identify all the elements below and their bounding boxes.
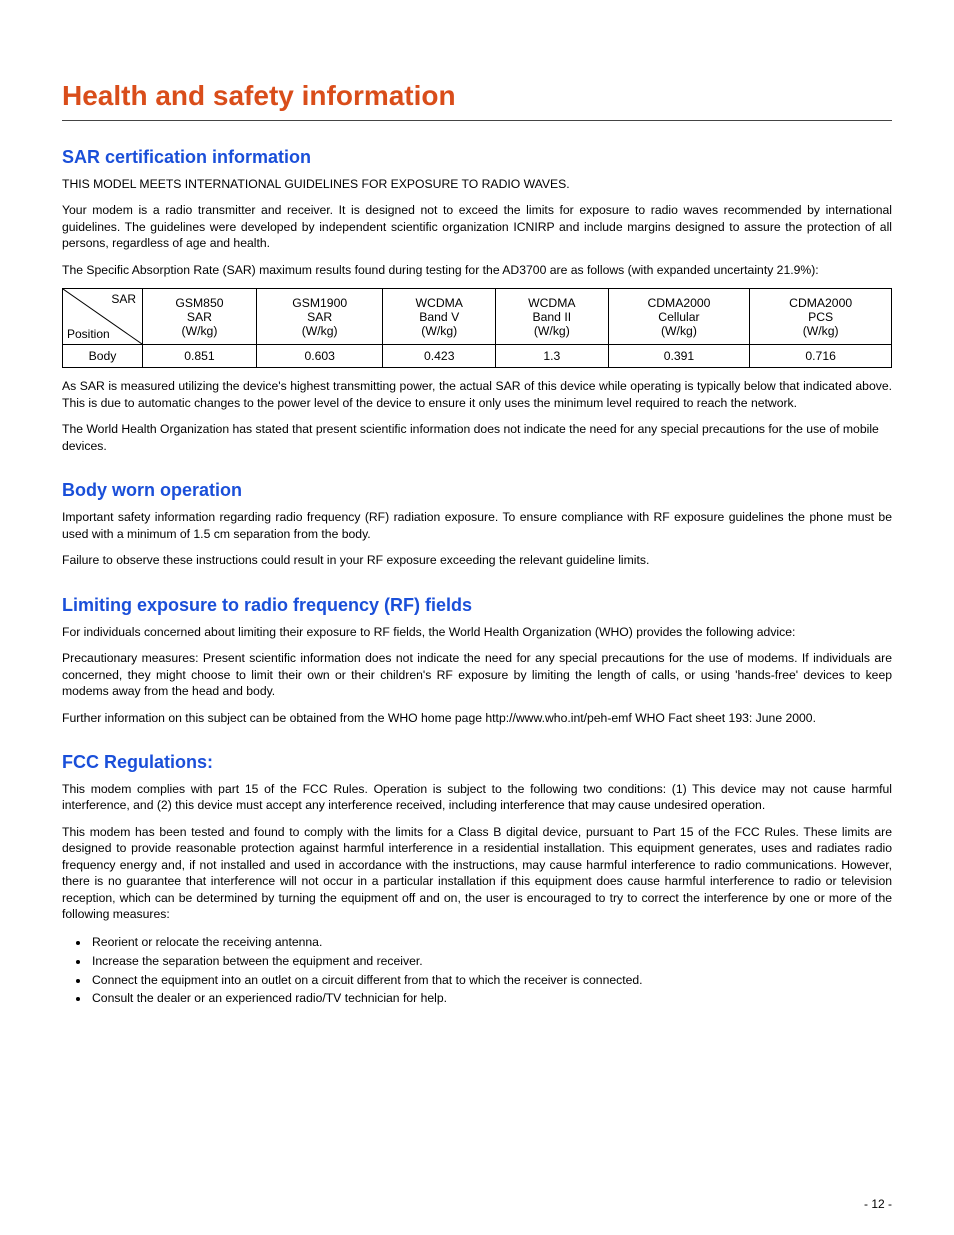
- table-cell: 1.3: [496, 345, 609, 368]
- section-heading-bodyworn: Body worn operation: [62, 480, 892, 501]
- col-header: GSM850 SAR (W/kg): [143, 289, 257, 345]
- section-heading-fcc: FCC Regulations:: [62, 752, 892, 773]
- fcc-p1: This modem complies with part 15 of the …: [62, 781, 892, 814]
- section-heading-limiting: Limiting exposure to radio frequency (RF…: [62, 595, 892, 616]
- table-header-row: SAR Position GSM850 SAR (W/kg) GSM1900 S…: [63, 289, 892, 345]
- list-item: Reorient or relocate the receiving anten…: [90, 933, 892, 952]
- sar-table: SAR Position GSM850 SAR (W/kg) GSM1900 S…: [62, 288, 892, 368]
- diag-label-top: SAR: [111, 292, 136, 306]
- limiting-p1: For individuals concerned about limiting…: [62, 624, 892, 640]
- page-number: - 12 -: [864, 1197, 892, 1211]
- page-title: Health and safety information: [62, 80, 892, 121]
- table-cell: 0.423: [383, 345, 496, 368]
- row-label: Body: [63, 345, 143, 368]
- diag-label-bottom: Position: [67, 327, 110, 341]
- table-diag-header: SAR Position: [63, 289, 143, 345]
- col-header: CDMA2000 PCS (W/kg): [750, 289, 892, 345]
- sar-p3: The Specific Absorption Rate (SAR) maxim…: [62, 262, 892, 278]
- sar-p1: THIS MODEL MEETS INTERNATIONAL GUIDELINE…: [62, 176, 892, 192]
- sar-p4: As SAR is measured utilizing the device'…: [62, 378, 892, 411]
- table-cell: 0.603: [256, 345, 383, 368]
- limiting-p2: Precautionary measures: Present scientif…: [62, 650, 892, 699]
- sar-p5: The World Health Organization has stated…: [62, 421, 892, 454]
- limiting-p3: Further information on this subject can …: [62, 710, 892, 726]
- table-row: Body 0.851 0.603 0.423 1.3 0.391 0.716: [63, 345, 892, 368]
- section-heading-sar: SAR certification information: [62, 147, 892, 168]
- list-item: Connect the equipment into an outlet on …: [90, 971, 892, 990]
- list-item: Consult the dealer or an experienced rad…: [90, 989, 892, 1008]
- bodyworn-p1: Important safety information regarding r…: [62, 509, 892, 542]
- page-container: Health and safety information SAR certif…: [0, 0, 954, 1235]
- table-cell: 0.851: [143, 345, 257, 368]
- col-header: WCDMA Band V (W/kg): [383, 289, 496, 345]
- fcc-p2: This modem has been tested and found to …: [62, 824, 892, 923]
- bodyworn-p2: Failure to observe these instructions co…: [62, 552, 892, 568]
- col-header: CDMA2000 Cellular (W/kg): [608, 289, 750, 345]
- table-cell: 0.391: [608, 345, 750, 368]
- table-cell: 0.716: [750, 345, 892, 368]
- list-item: Increase the separation between the equi…: [90, 952, 892, 971]
- sar-p2: Your modem is a radio transmitter and re…: [62, 202, 892, 251]
- col-header: WCDMA Band II (W/kg): [496, 289, 609, 345]
- col-header: GSM1900 SAR (W/kg): [256, 289, 383, 345]
- fcc-bullets: Reorient or relocate the receiving anten…: [62, 933, 892, 1009]
